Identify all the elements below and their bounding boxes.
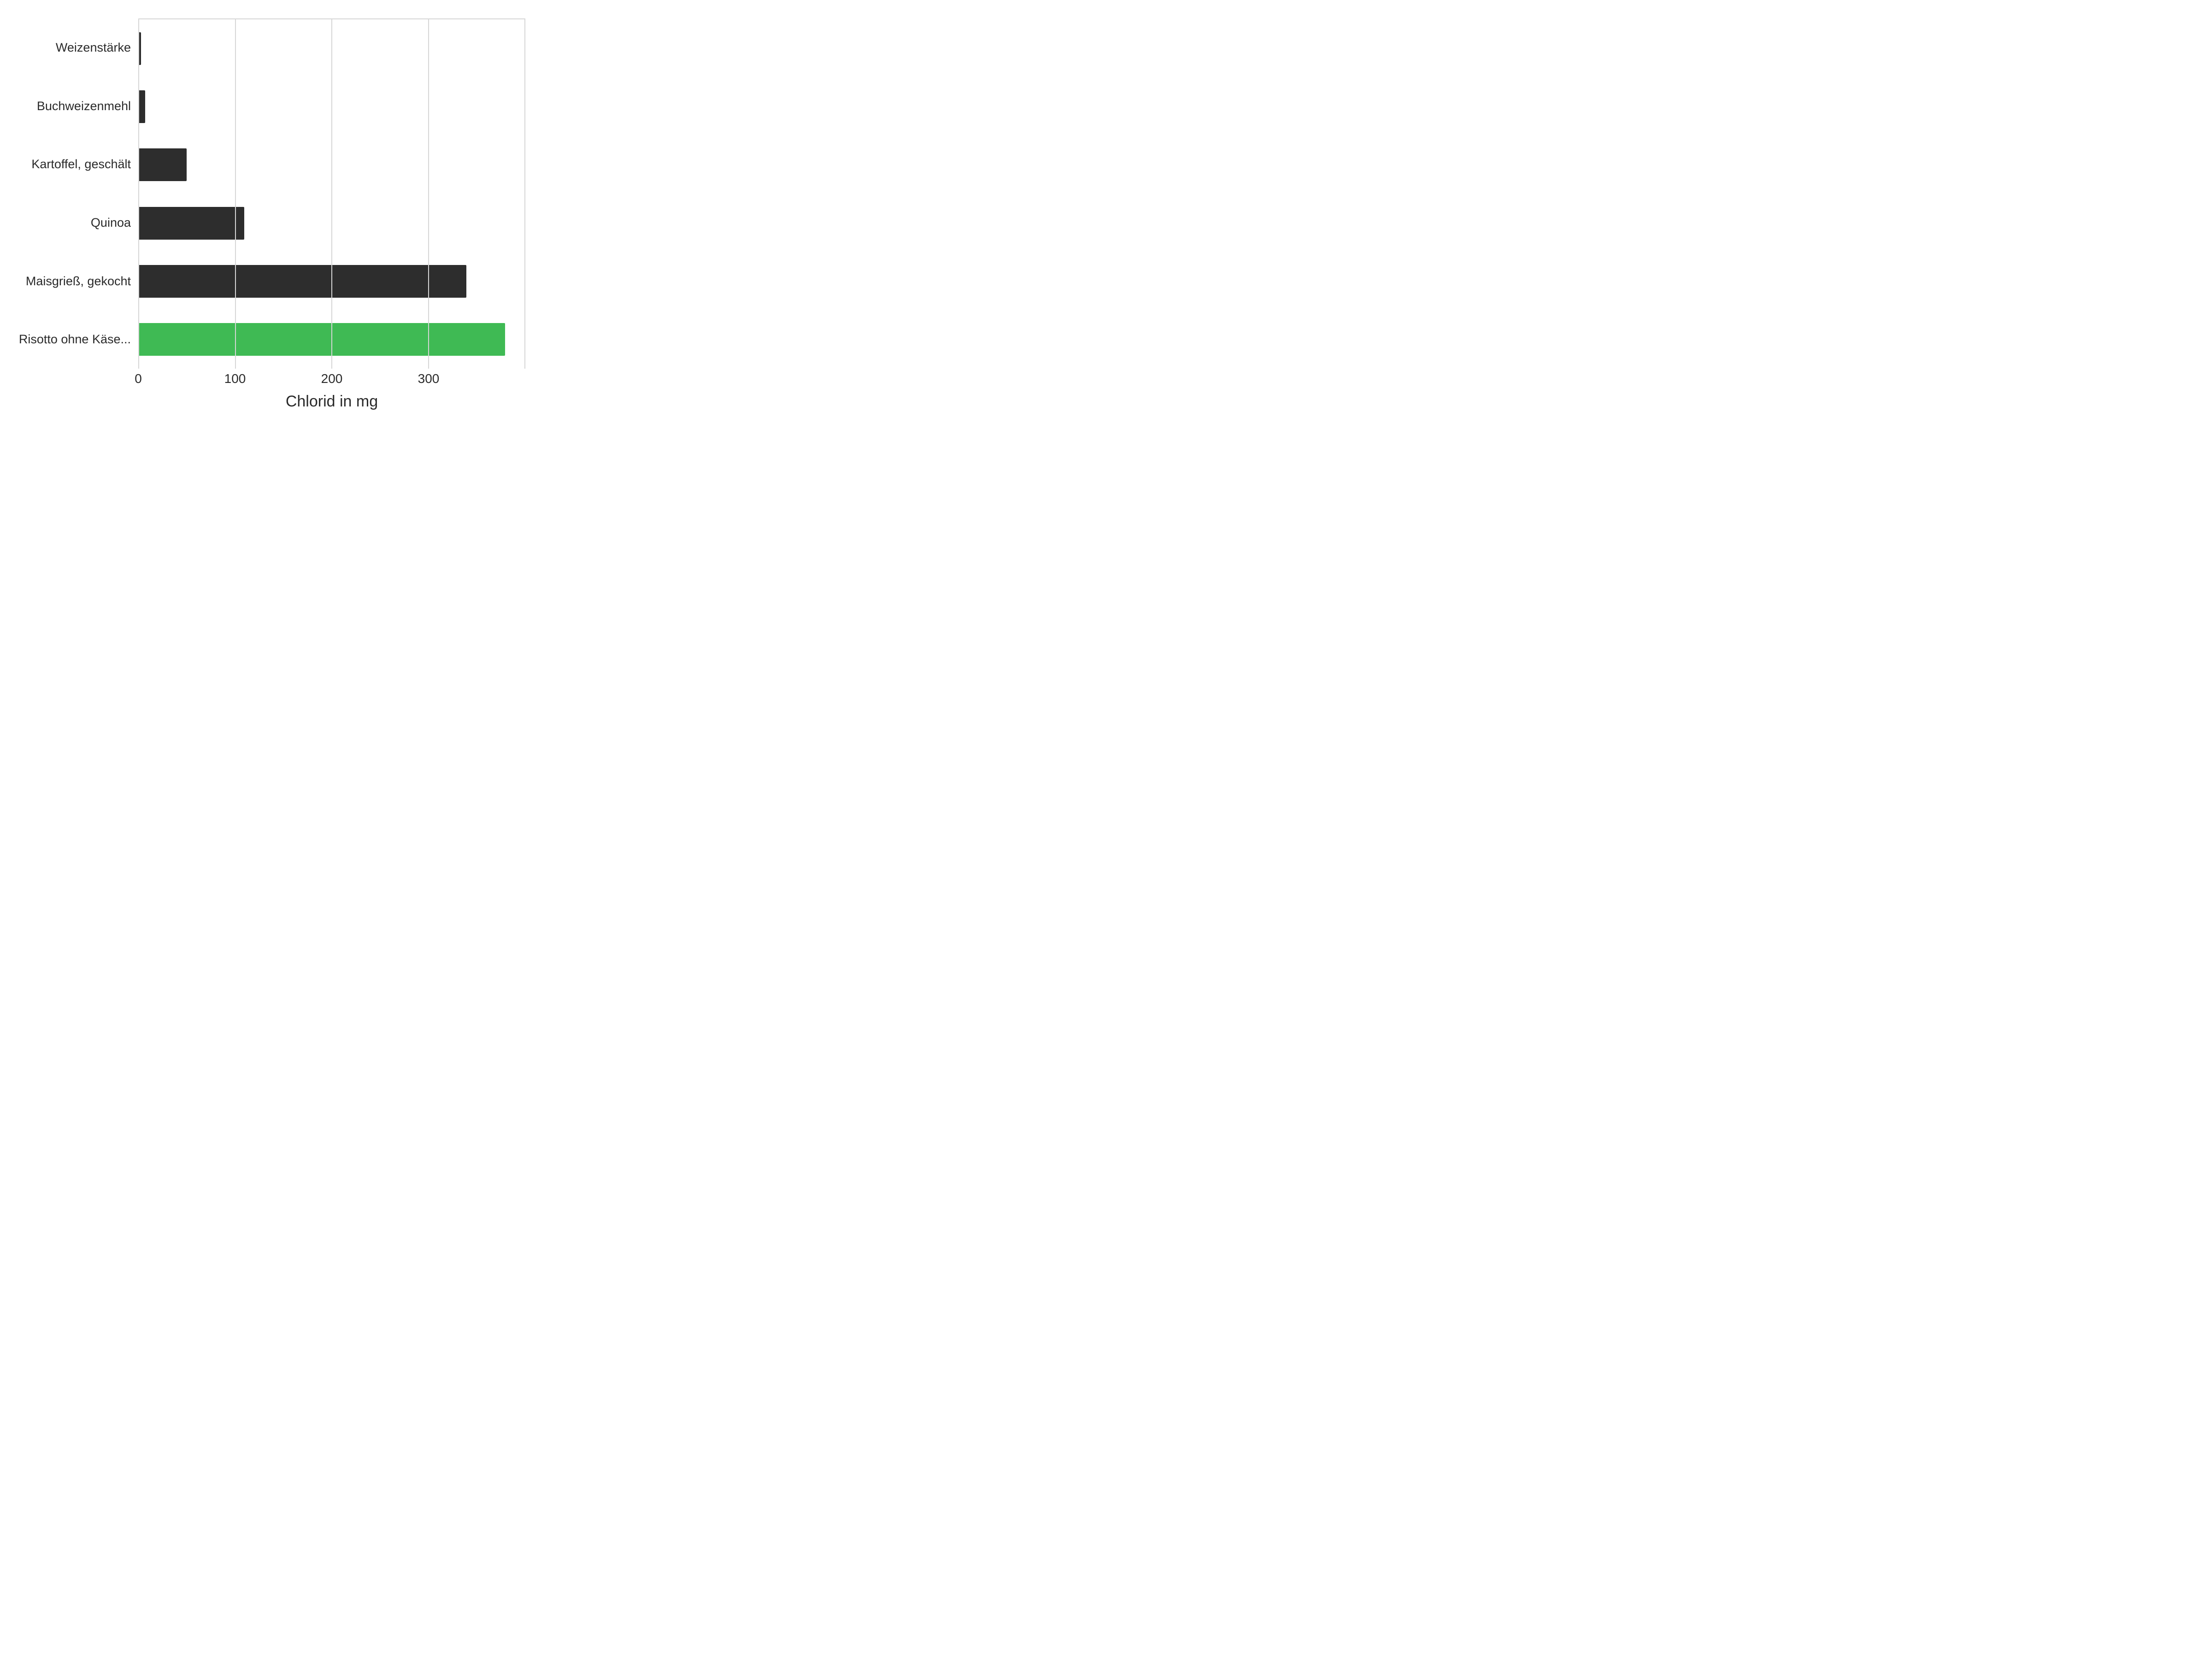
x-ticks: 0 100 200 300 xyxy=(138,369,525,391)
y-axis-labels: WeizenstärkeBuchweizenmehlKartoffel, ges… xyxy=(9,18,138,369)
chart-body: WeizenstärkeBuchweizenmehlKartoffel, ges… xyxy=(9,18,525,369)
x-axis: 0 100 200 300 Chlorid in mg xyxy=(138,369,525,415)
x-tick-label: 100 xyxy=(224,371,246,386)
bar xyxy=(138,207,244,240)
bar xyxy=(138,265,466,298)
y-label: Buchweizenmehl xyxy=(9,77,138,135)
x-axis-title: Chlorid in mg xyxy=(138,393,525,411)
bar xyxy=(138,90,145,123)
bar xyxy=(138,148,187,181)
gridline xyxy=(331,19,332,369)
gridline xyxy=(428,19,429,369)
x-tick-label: 300 xyxy=(418,371,440,386)
x-tick-label: 0 xyxy=(135,371,142,386)
y-label: Quinoa xyxy=(9,194,138,252)
y-label: Kartoffel, geschält xyxy=(9,135,138,194)
bar xyxy=(138,323,505,356)
gridline xyxy=(138,19,139,369)
y-label: Maisgrieß, gekocht xyxy=(9,252,138,311)
x-tick-label: 200 xyxy=(321,371,343,386)
chlorid-chart: WeizenstärkeBuchweizenmehlKartoffel, ges… xyxy=(0,0,553,415)
y-label: Weizenstärke xyxy=(9,18,138,77)
gridline xyxy=(235,19,236,369)
plot-area xyxy=(138,18,525,369)
y-label: Risotto ohne Käse... xyxy=(9,310,138,369)
